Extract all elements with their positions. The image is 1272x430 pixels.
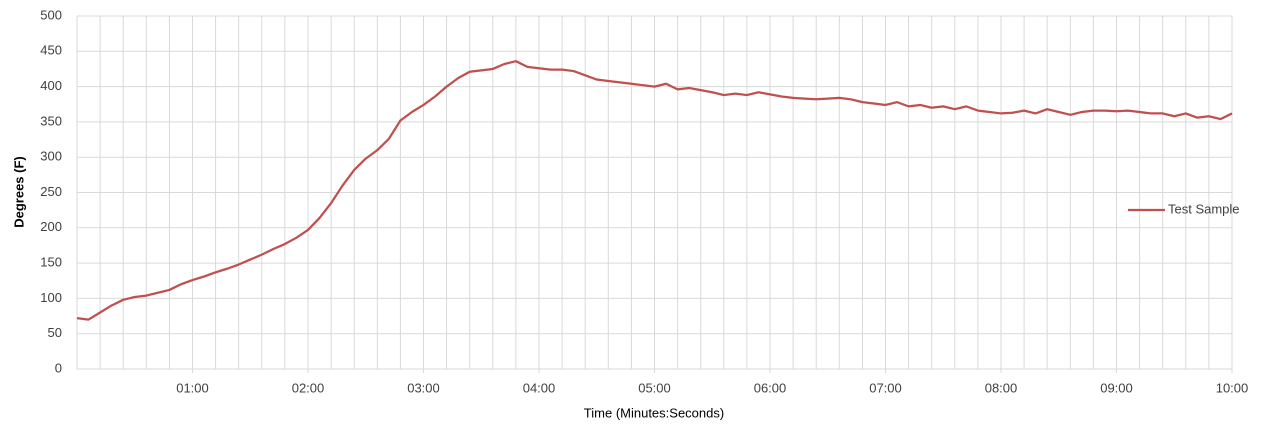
- x-tick-label: 04:00: [523, 380, 556, 395]
- y-tick-label: 100: [40, 290, 62, 305]
- x-axis-label: Time (Minutes:Seconds): [584, 405, 724, 420]
- y-tick-label: 50: [48, 325, 62, 340]
- y-tick-label: 400: [40, 78, 62, 93]
- y-tick-label: 200: [40, 219, 62, 234]
- x-tick-label: 05:00: [638, 380, 671, 395]
- x-tick-label: 01:00: [176, 380, 209, 395]
- y-tick-label: 300: [40, 149, 62, 164]
- y-tick-label: 250: [40, 184, 62, 199]
- x-tick-label: 02:00: [292, 380, 325, 395]
- y-axis-label: Degrees (F): [11, 156, 26, 228]
- y-tick-label: 0: [55, 360, 62, 375]
- x-tick-label: 03:00: [407, 380, 440, 395]
- data-line: [76, 60, 1233, 321]
- x-tick-label: 06:00: [754, 380, 787, 395]
- x-tick-label: 10:00: [1216, 380, 1249, 395]
- y-tick-label: 350: [40, 113, 62, 128]
- y-tick-label: 450: [40, 43, 62, 58]
- x-tick-label: 07:00: [869, 380, 902, 395]
- x-tick-label: 09:00: [1100, 380, 1133, 395]
- x-tick-label: 08:00: [985, 380, 1018, 395]
- legend-label: Test Sample: [1168, 201, 1240, 216]
- y-tick-label: 500: [40, 7, 62, 22]
- y-tick-label: 150: [40, 255, 62, 270]
